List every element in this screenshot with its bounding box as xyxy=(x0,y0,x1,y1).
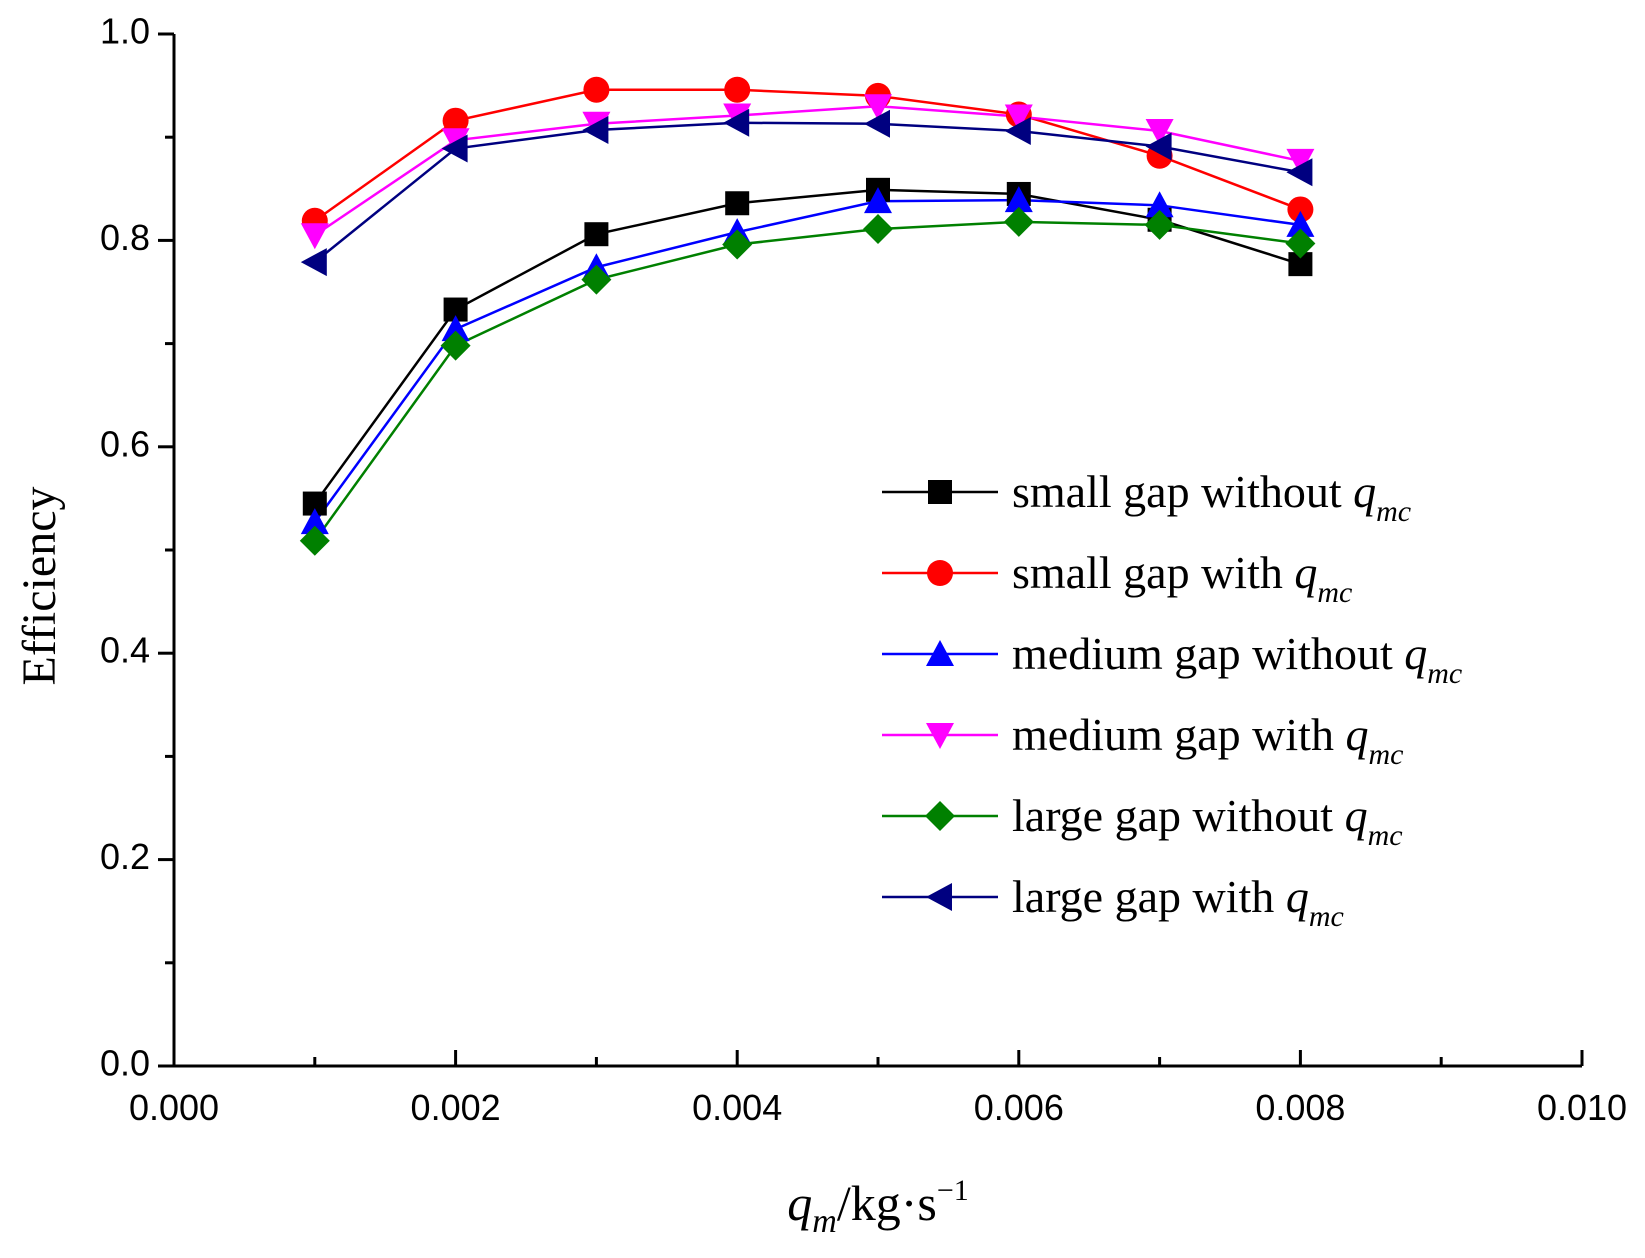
data-point-medium-gap-with xyxy=(1145,119,1174,146)
x-tick-label: 0.008 xyxy=(1255,1087,1345,1128)
x-axis-label: qm/kg·s−1 xyxy=(787,1174,968,1240)
data-point-medium-gap-without xyxy=(300,508,329,535)
series-line-medium-gap-with xyxy=(314,104,1301,237)
y-tick-label: 0.8 xyxy=(100,217,150,258)
legend-marker-medium-gap-without xyxy=(926,640,954,666)
legend-marker-small-gap-without xyxy=(928,480,952,504)
y-tick-label: 0.4 xyxy=(100,630,150,671)
legend-label-text: small gap without xyxy=(1012,466,1353,517)
series-line-large-gap-without xyxy=(313,220,1301,542)
data-point-large-gap-without xyxy=(722,229,753,260)
data-point-medium-gap-without xyxy=(1004,186,1033,213)
legend-label-small-gap-with: small gap with qmc xyxy=(1012,547,1352,609)
legend-label-text: medium gap with xyxy=(1012,709,1345,760)
legend-label-var: q xyxy=(1353,466,1376,517)
y-tick-label: 1.0 xyxy=(100,11,150,52)
legend-label-text: large gap without xyxy=(1012,790,1345,841)
series-line-small-gap-with xyxy=(314,88,1301,222)
data-point-small-gap-with xyxy=(442,107,469,134)
x-tick-label: 0.002 xyxy=(411,1087,501,1128)
x-tick-label: 0.004 xyxy=(692,1087,782,1128)
data-point-medium-gap-without xyxy=(441,315,470,342)
data-point-large-gap-with xyxy=(1286,158,1313,187)
legend-label-large-gap-with: large gap with qmc xyxy=(1012,871,1344,933)
x-axis-label-var: q xyxy=(787,1175,812,1231)
data-point-medium-gap-without xyxy=(1145,191,1174,218)
legend-label-var: q xyxy=(1345,790,1368,841)
data-point-small-gap-without xyxy=(584,222,609,247)
data-point-large-gap-without xyxy=(1144,209,1175,240)
legend-label-text: large gap with xyxy=(1012,871,1286,922)
x-tick-label: 0.006 xyxy=(974,1087,1064,1128)
legend-label-var: q xyxy=(1404,628,1427,679)
series-lines xyxy=(313,88,1301,542)
legend-label-sub: mc xyxy=(1317,576,1352,609)
x-axis-label-unit: /kg·s xyxy=(837,1175,937,1231)
data-point-large-gap-without xyxy=(440,330,471,361)
legend-label-sub: mc xyxy=(1309,900,1344,933)
x-tick-label: 0.000 xyxy=(129,1087,219,1128)
legend-label-text: medium gap without xyxy=(1012,628,1404,679)
legend-label-text: small gap with xyxy=(1012,547,1294,598)
series-line-small-gap-without xyxy=(313,188,1301,505)
legend-marker-medium-gap-with xyxy=(926,723,954,749)
legend-label-var: q xyxy=(1345,709,1368,760)
data-point-medium-gap-with xyxy=(1004,104,1033,131)
series-markers xyxy=(299,76,1316,556)
series-line-medium-gap-without xyxy=(313,198,1301,523)
data-point-small-gap-with xyxy=(583,76,610,103)
x-axis-label-sub: m xyxy=(812,1203,837,1240)
x-tick-label: 0.010 xyxy=(1537,1087,1627,1128)
y-tick-label: 0.0 xyxy=(100,1043,150,1084)
legend-label-small-gap-without: small gap without qmc xyxy=(1012,466,1411,528)
data-point-large-gap-with xyxy=(864,109,890,138)
data-point-large-gap-with xyxy=(300,248,327,277)
legend-label-sub: mc xyxy=(1427,657,1462,690)
legend-marker-large-gap-with xyxy=(926,883,952,911)
data-point-large-gap-with xyxy=(1145,132,1172,161)
data-point-medium-gap-with xyxy=(1286,148,1315,175)
data-point-large-gap-without xyxy=(299,525,330,556)
data-point-large-gap-without xyxy=(581,264,612,295)
legend-label-sub: mc xyxy=(1368,819,1403,852)
legend-label-medium-gap-without: medium gap without qmc xyxy=(1012,628,1462,690)
legend-marker-small-gap-with xyxy=(927,560,953,586)
data-point-large-gap-with xyxy=(582,115,609,144)
data-point-small-gap-without xyxy=(1288,252,1313,277)
data-point-small-gap-with xyxy=(724,76,751,103)
axes: 0.0 0.2 0.4 0.6 0.8 1.0 0.000 0.002 0.004 0.006 0.… xyxy=(100,11,1627,1128)
data-point-small-gap-with xyxy=(1287,196,1314,223)
legend-marker-large-gap-without xyxy=(925,801,955,831)
y-tick-label: 0.6 xyxy=(100,423,150,464)
data-point-small-gap-without xyxy=(725,191,750,216)
legend-label-sub: mc xyxy=(1368,738,1403,771)
data-point-medium-gap-without xyxy=(864,187,892,214)
data-point-large-gap-with xyxy=(1004,117,1031,146)
series-line-large-gap-with xyxy=(314,121,1301,264)
legend-label-large-gap-without: large gap without qmc xyxy=(1012,790,1403,852)
data-point-large-gap-without xyxy=(863,214,893,245)
legend-label-sub: mc xyxy=(1376,495,1411,528)
data-point-large-gap-without xyxy=(1003,206,1034,237)
legend-label-medium-gap-with: medium gap with qmc xyxy=(1012,709,1403,771)
data-point-medium-gap-without xyxy=(1286,210,1315,237)
legend-label-var: q xyxy=(1286,871,1309,922)
data-point-large-gap-without xyxy=(1285,228,1316,259)
y-tick-label: 0.2 xyxy=(100,836,150,877)
x-axis-label-sup: −1 xyxy=(937,1174,969,1207)
data-point-medium-gap-with xyxy=(300,223,329,250)
data-point-large-gap-with xyxy=(723,108,750,137)
data-point-medium-gap-with xyxy=(864,94,892,121)
y-axis-label: Efficiency xyxy=(13,486,66,685)
legend-label-var: q xyxy=(1294,547,1317,598)
data-point-large-gap-with xyxy=(441,134,468,163)
